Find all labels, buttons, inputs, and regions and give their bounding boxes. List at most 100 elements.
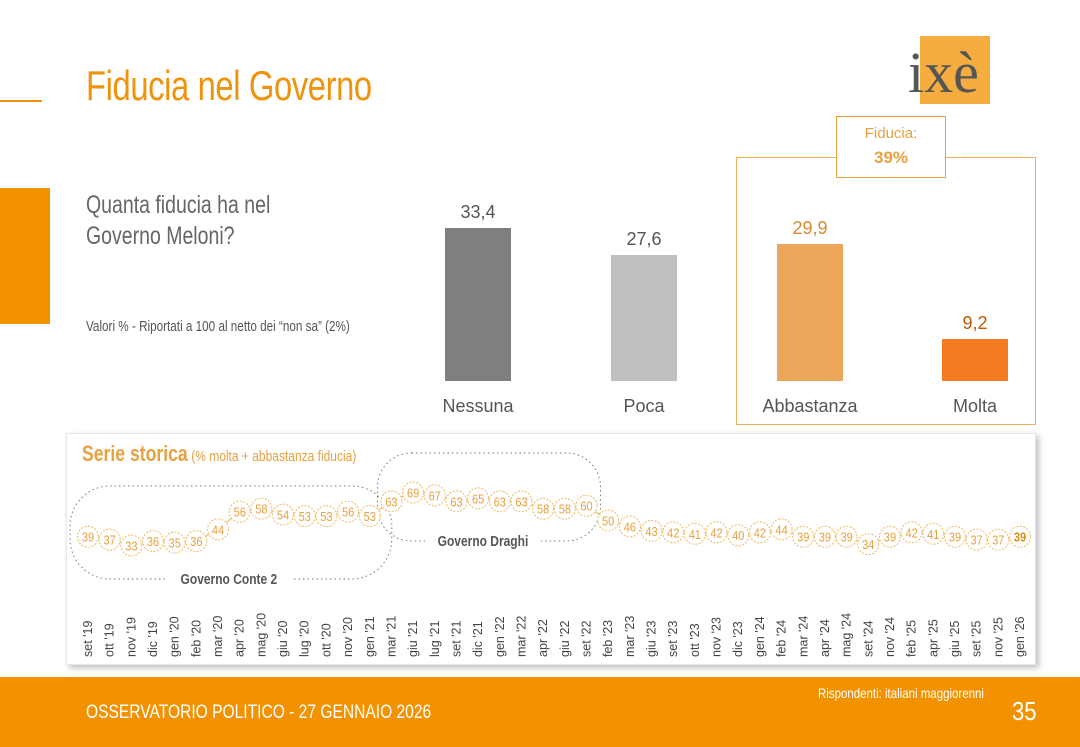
trend-point <box>445 490 468 513</box>
trend-value-label: 37 <box>971 533 984 548</box>
trend-value-label: 60 <box>580 499 593 514</box>
trend-value-label: 35 <box>169 536 182 551</box>
trend-x-tick: apr '24 <box>818 619 832 657</box>
trend-point <box>683 522 706 545</box>
trend-point <box>293 505 316 528</box>
trend-x-tick: set '24 <box>861 621 875 657</box>
draghi-label-mask <box>424 533 541 549</box>
trend-x-tick: set '21 <box>449 621 463 657</box>
trend-value-label: 39 <box>819 530 832 545</box>
trend-value-label: 58 <box>537 502 550 517</box>
trend-x-tick: gen '26 <box>1013 616 1027 657</box>
trend-point <box>705 521 728 544</box>
ixe-logo: ixè <box>908 36 990 104</box>
trend-point <box>510 490 533 513</box>
trend-point <box>250 497 273 520</box>
bar-molta <box>942 338 1008 381</box>
bar-abbastanza <box>777 244 843 381</box>
trend-x-tick: set '25 <box>970 621 984 657</box>
trend-point <box>618 515 641 538</box>
trend-value-label: 63 <box>385 494 398 509</box>
trend-x-tick: ott '23 <box>688 623 702 657</box>
bar-category-label: Molta <box>952 396 997 416</box>
bar-nessuna <box>445 228 511 381</box>
series-title-sub: (% molta + abbastanza fiducia) <box>191 448 357 465</box>
bar-poca <box>611 254 677 381</box>
trend-x-tick: feb '24 <box>775 620 789 657</box>
trend-x-tick: apr '20 <box>233 619 247 657</box>
trend-point <box>965 528 988 551</box>
trend-value-label: 63 <box>494 494 507 509</box>
trend-x-tick: giu '25 <box>948 621 962 657</box>
trend-point <box>185 530 208 553</box>
trend-point <box>142 530 165 553</box>
trend-point <box>857 533 880 556</box>
trend-value-label: 33 <box>125 539 138 554</box>
bar-value-label: 9,2 <box>962 312 988 333</box>
trend-x-tick: gen '20 <box>168 616 182 657</box>
fiducia-label: Fiducia: <box>864 125 918 142</box>
trend-x-tick: set '23 <box>666 621 680 657</box>
trend-value-label: 39 <box>82 530 95 545</box>
trend-value-label: 69 <box>407 486 420 501</box>
conte-label: Governo Conte 2 <box>181 571 278 588</box>
trend-point <box>748 521 771 544</box>
bar-value-label: 27,6 <box>626 228 662 249</box>
trend-value-label: 53 <box>320 509 333 524</box>
trend-x-tick: gen '22 <box>493 616 507 657</box>
trend-value-label: 40 <box>732 528 745 543</box>
trend-point <box>662 521 685 544</box>
title-underline <box>0 100 42 102</box>
trend-x-tick: giu '21 <box>406 621 420 657</box>
trend-point <box>272 503 295 526</box>
trend-value-label: 42 <box>710 525 723 540</box>
footer-bar <box>0 677 1080 747</box>
draghi-region <box>376 452 602 542</box>
question-text: Quanta fiducia ha nel Governo Meloni? <box>86 191 271 250</box>
trend-point <box>1009 525 1031 548</box>
trend-value-label: 56 <box>342 505 355 520</box>
trend-x-tick: feb '23 <box>601 620 615 657</box>
trend-x-tick: dic '23 <box>731 621 745 657</box>
trend-point <box>597 509 620 532</box>
trend-point <box>77 525 99 548</box>
trend-point <box>922 522 945 545</box>
trend-x-tick: feb '25 <box>905 620 919 657</box>
trend-point <box>900 521 923 544</box>
trend-value-label: 39 <box>840 530 853 545</box>
trend-value-label: 39 <box>797 530 810 545</box>
trend-x-tick: lug '20 <box>298 621 312 657</box>
trend-value-label: 50 <box>602 514 615 529</box>
trend-x-tick: mar '20 <box>211 616 225 657</box>
trend-value-label: 39 <box>1014 530 1027 545</box>
footer-title: OSSERVATORIO POLITICO - 27 GENNAIO 2026 <box>86 702 432 723</box>
trend-point <box>987 528 1010 551</box>
trend-value-label: 44 <box>212 522 225 537</box>
trend-x-tick: dic '21 <box>471 621 485 657</box>
trend-x-tick: mar '23 <box>623 616 637 657</box>
trend-x-tick: giu '22 <box>558 621 572 657</box>
page-number: 35 <box>1012 696 1037 726</box>
trend-value-label: 36 <box>147 534 160 549</box>
trend-value-label: 36 <box>190 534 203 549</box>
trend-point <box>835 525 858 548</box>
trend-point <box>488 490 511 513</box>
trend-x-tick: mag '24 <box>840 613 854 657</box>
bar-category-label: Abbastanza <box>762 396 858 416</box>
values-note: Valori % - Riportati a 100 al netto dei … <box>86 318 350 335</box>
trend-value-label: 58 <box>255 502 268 517</box>
trend-point <box>207 518 230 541</box>
trend-x-tick: gen '24 <box>753 616 767 657</box>
trend-value-label: 37 <box>104 533 117 548</box>
trend-x-tick: mar '24 <box>796 616 810 657</box>
trend-value-label: 34 <box>862 537 875 552</box>
conte-region <box>69 485 393 580</box>
trend-x-tick: apr '25 <box>926 619 940 657</box>
trend-x-tick: set '22 <box>580 621 594 657</box>
trend-x-tick: nov '25 <box>991 617 1005 657</box>
trend-value-label: 42 <box>905 525 918 540</box>
bar-category-label: Poca <box>623 396 665 416</box>
trend-point <box>423 484 446 507</box>
trend-point <box>770 518 793 541</box>
bar-value-label: 33,4 <box>460 202 496 223</box>
